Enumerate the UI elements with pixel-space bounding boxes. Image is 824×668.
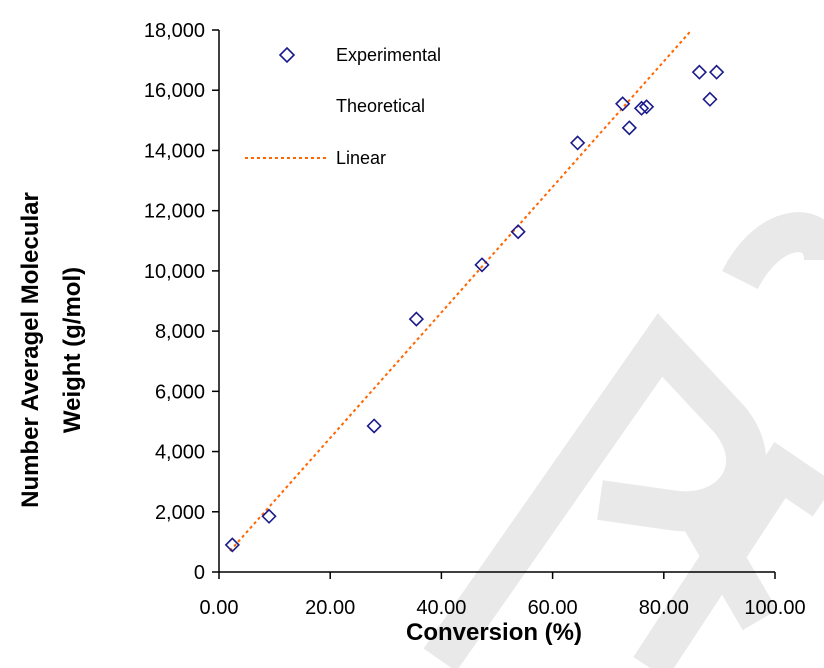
y-tick-label: 4,000 [155,442,205,464]
y-tick-label: 8,000 [155,321,205,343]
experimental-points [224,64,725,553]
y-tick-label: 10,000 [144,261,205,283]
y-tick-label: 16,000 [144,80,205,102]
axes [212,29,776,579]
x-tick-label: 20.00 [305,597,355,619]
x-tick-label: 100.00 [744,597,805,619]
data-point-experimental [633,100,650,116]
data-point-experimental [474,257,490,273]
y-axis-title-line1: Number Averagel Molecular [17,192,44,508]
x-tick-label: 0.00 [200,597,239,619]
linear-trendline [229,29,693,552]
data-point-experimental [621,120,637,136]
linear-line [229,29,693,552]
legend-experimental-label: Experimental [336,45,441,65]
data-point-experimental [702,91,718,107]
legend-linear-label: Linear [336,148,386,168]
x-tick-label: 40.00 [416,597,466,619]
data-point-experimental [224,537,240,553]
legend-experimental-marker [278,46,296,64]
data-point-experimental [708,64,725,80]
data-point-experimental [408,311,425,327]
y-tick-label: 18,000 [144,20,205,42]
y-tick-label: 12,000 [144,201,205,223]
data-point-experimental [569,135,586,151]
data-point-experimental [638,99,655,115]
data-point-experimental [261,508,277,524]
x-axis-title: Conversion (%) [406,619,582,646]
data-point-experimental [510,224,526,240]
watermark [423,212,824,668]
x-tick-label: 60.00 [528,597,578,619]
y-tick-label: 0 [194,562,205,584]
data-point-experimental [691,64,708,80]
y-tick-labels: 0 2,000 4,000 6,000 8,000 10,000 12,000 14,000 1… [144,20,205,584]
data-point-experimental [366,418,382,434]
y-tick-label: 2,000 [155,502,205,524]
legend: Experimental Theoretical Linear [245,45,441,168]
x-tick-labels: 0.00 20.00 40.00 60.00 80.00 100.00 [200,597,806,619]
x-tick-label: 80.00 [639,597,689,619]
y-axis-title-line2: Weight (g/mol) [59,267,86,433]
legend-theoretical-label: Theoretical [336,96,425,116]
y-tick-label: 14,000 [144,140,205,162]
y-tick-label: 6,000 [155,381,205,403]
data-point-experimental [615,96,631,112]
